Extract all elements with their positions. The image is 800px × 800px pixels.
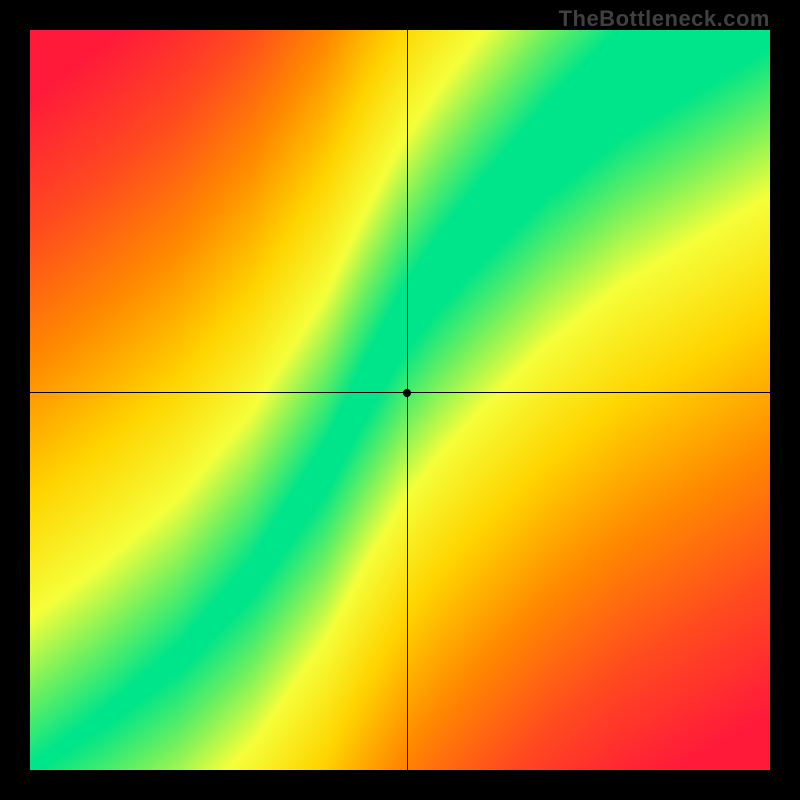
crosshair-horizontal <box>30 392 770 393</box>
heatmap-canvas <box>30 30 770 770</box>
watermark-text: TheBottleneck.com <box>559 6 770 32</box>
heatmap-plot <box>30 30 770 770</box>
crosshair-vertical <box>407 30 408 770</box>
chart-container: TheBottleneck.com <box>0 0 800 800</box>
marker-dot <box>403 389 411 397</box>
